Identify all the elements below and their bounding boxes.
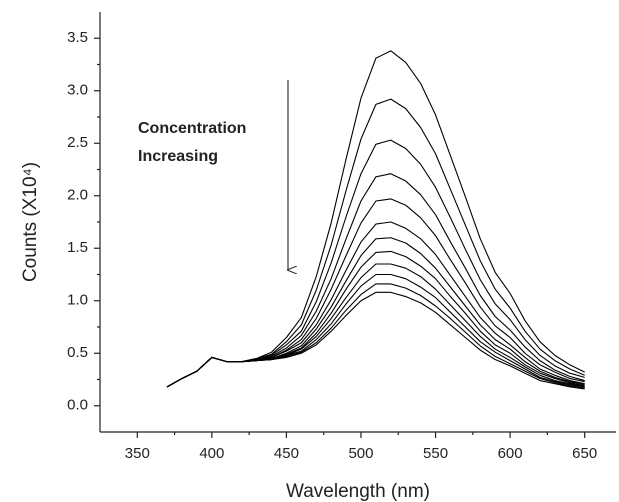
y-tick-label: 0.0: [67, 397, 88, 414]
spectrum-line: [166, 250, 585, 388]
x-tick-label: 650: [572, 445, 597, 462]
y-tick-label: 3.0: [67, 82, 88, 99]
y-tick-label: 1.0: [67, 292, 88, 309]
x-tick-label: 350: [125, 445, 150, 462]
x-tick-label: 450: [274, 445, 299, 462]
y-tick-label: 2.0: [67, 187, 88, 204]
y-tick-label: 3.5: [67, 29, 88, 46]
spectrum-line: [166, 291, 585, 390]
y-tick-label: 0.5: [67, 344, 88, 361]
x-axis-label: Wavelength (nm): [286, 481, 430, 502]
annotation-text: Increasing: [138, 148, 218, 165]
y-tick-label: 2.5: [67, 134, 88, 151]
annotation-text: Concentration: [138, 120, 246, 137]
x-tick-label: 550: [423, 445, 448, 462]
x-tick-label: 600: [498, 445, 523, 462]
y-tick-label: 1.5: [67, 239, 88, 256]
x-tick-label: 400: [199, 445, 224, 462]
x-tick-label: 500: [348, 445, 373, 462]
spectrum-line: [166, 263, 585, 388]
y-axis-label: Counts (X10⁴): [20, 162, 41, 282]
